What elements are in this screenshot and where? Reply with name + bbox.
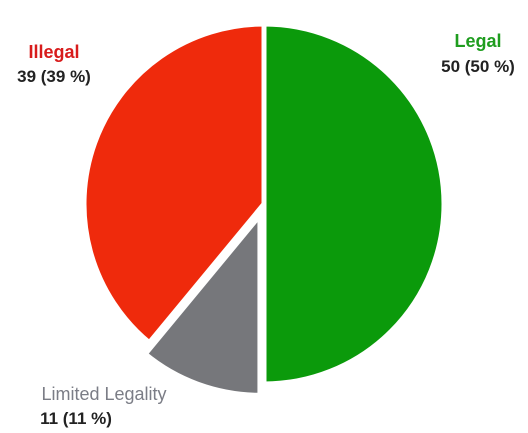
label-illegal-value: 39 (39 %) bbox=[17, 67, 91, 86]
label-legal-name: Legal bbox=[454, 31, 501, 51]
pie-slices bbox=[81, 21, 447, 398]
label-illegal-name: Illegal bbox=[28, 42, 79, 62]
pie-slice-limited-legality bbox=[142, 212, 263, 398]
label-legal-value: 50 (50 %) bbox=[441, 57, 515, 76]
label-limited-legality-value: 11 (11 %) bbox=[40, 409, 112, 428]
label-limited-legality-name: Limited Legality bbox=[41, 384, 166, 404]
pie-slice-legal bbox=[261, 21, 447, 387]
pie-slice-illegal bbox=[81, 21, 267, 346]
